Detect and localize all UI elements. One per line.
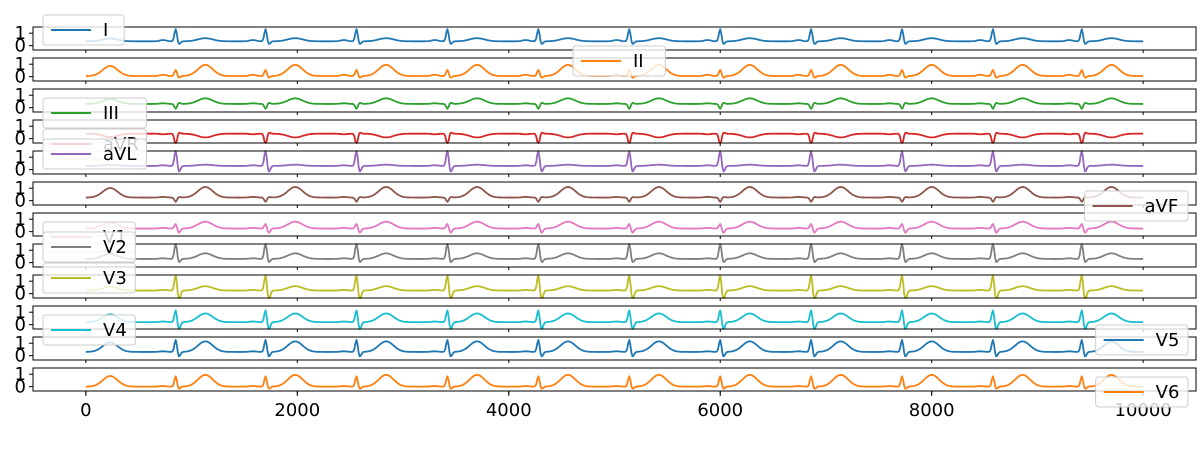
legend-label: V6 <box>1156 382 1180 403</box>
series-line-iii <box>85 97 1144 110</box>
legend-label: I <box>103 20 108 41</box>
y-tick-label: 1 <box>15 271 26 292</box>
panel-frame <box>32 88 1197 113</box>
legend-avl: aVL <box>42 138 147 170</box>
y-tick-label: 0 <box>15 160 26 181</box>
legend-label: II <box>633 51 644 72</box>
legend-v3: V3 <box>42 262 136 294</box>
panel-avf: 01 <box>15 178 1197 212</box>
series-line-avl <box>85 150 1144 173</box>
y-tick-label: 0 <box>15 315 26 336</box>
y-tick-label: 0 <box>15 36 26 57</box>
panel-v3: 01 <box>15 271 1197 305</box>
panel-frame <box>32 243 1197 268</box>
panel-v4: 01 <box>15 302 1197 336</box>
x-tick-label: 0 <box>80 400 91 421</box>
y-tick-label: 1 <box>15 364 26 385</box>
y-tick-label: 1 <box>15 302 26 323</box>
legend-avf: aVF <box>1084 190 1189 222</box>
y-tick-label: 1 <box>15 240 26 261</box>
legend-v5: V5 <box>1095 324 1189 356</box>
x-axis: 0 2000 4000 6000 8000 10000 <box>80 391 1172 421</box>
panel-frame <box>32 119 1197 144</box>
y-tick-label: 1 <box>15 209 26 230</box>
y-tick-label: 1 <box>15 333 26 354</box>
panel-frame <box>32 367 1197 392</box>
x-tick-label: 2000 <box>274 400 320 421</box>
panel-avr: 01 <box>15 116 1197 150</box>
panel-frame <box>32 274 1197 299</box>
y-tick-label: 0 <box>15 191 26 212</box>
panel-frame <box>32 336 1197 361</box>
y-tick-label: 1 <box>15 85 26 106</box>
series-line-v5 <box>85 339 1144 358</box>
legend-label: III <box>103 103 119 124</box>
series-line-v3 <box>85 274 1144 299</box>
legend-ii: II <box>572 45 666 77</box>
y-tick-label: 1 <box>15 178 26 199</box>
series-line-v4 <box>85 309 1144 330</box>
y-tick-label: 0 <box>15 98 26 119</box>
y-tick-label: 0 <box>15 253 26 274</box>
legend-iii: III <box>42 97 147 129</box>
panel-frame <box>32 305 1197 330</box>
series-line-i <box>85 28 1144 45</box>
legend-label: aVL <box>103 144 136 165</box>
panel-v1: 01 <box>15 209 1197 243</box>
legends: IIIIIIaVRaVLaVFV1V2V3V4V5V6 <box>42 14 1189 408</box>
legend-i: I <box>42 14 125 46</box>
legend-box <box>1084 190 1189 222</box>
panel-frame <box>32 150 1197 175</box>
panel-v5: 01 <box>15 333 1197 367</box>
legend-box <box>42 97 147 129</box>
y-tick-label: 0 <box>15 346 26 367</box>
x-tick-label: 8000 <box>909 400 955 421</box>
y-tick-label: 0 <box>15 284 26 305</box>
y-tick-label: 1 <box>15 23 26 44</box>
y-tick-label: 1 <box>15 54 26 75</box>
legend-v2: V2 <box>42 231 136 263</box>
panel-iii: 01 <box>15 85 1197 119</box>
series-line-v6 <box>85 373 1144 390</box>
panel-avl: 01 <box>15 147 1197 181</box>
y-tick-label: 1 <box>15 116 26 137</box>
legend-label: V5 <box>1156 330 1180 351</box>
series-line-v1 <box>85 220 1144 234</box>
legend-label: V3 <box>103 268 127 289</box>
panel-frame <box>32 212 1197 237</box>
panel-v6: 01 <box>15 364 1197 398</box>
legend-label: V4 <box>103 320 127 341</box>
x-tick-label: 6000 <box>697 400 743 421</box>
legend-box <box>42 138 147 170</box>
panel-frame <box>32 181 1197 206</box>
y-tick-label: 0 <box>15 377 26 398</box>
x-tick-label: 4000 <box>486 400 532 421</box>
legend-label: aVF <box>1145 196 1179 217</box>
panel-v2: 01 <box>15 240 1197 274</box>
series-line-avr <box>85 131 1144 144</box>
legend-v6: V6 <box>1095 376 1189 408</box>
y-tick-label: 0 <box>15 129 26 150</box>
series-line-v2 <box>85 243 1144 263</box>
y-tick-label: 0 <box>15 67 26 88</box>
legend-v4: V4 <box>42 314 136 346</box>
y-tick-label: 1 <box>15 147 26 168</box>
legend-label: V2 <box>103 237 127 258</box>
y-tick-label: 0 <box>15 222 26 243</box>
series-line-avf <box>85 186 1144 203</box>
